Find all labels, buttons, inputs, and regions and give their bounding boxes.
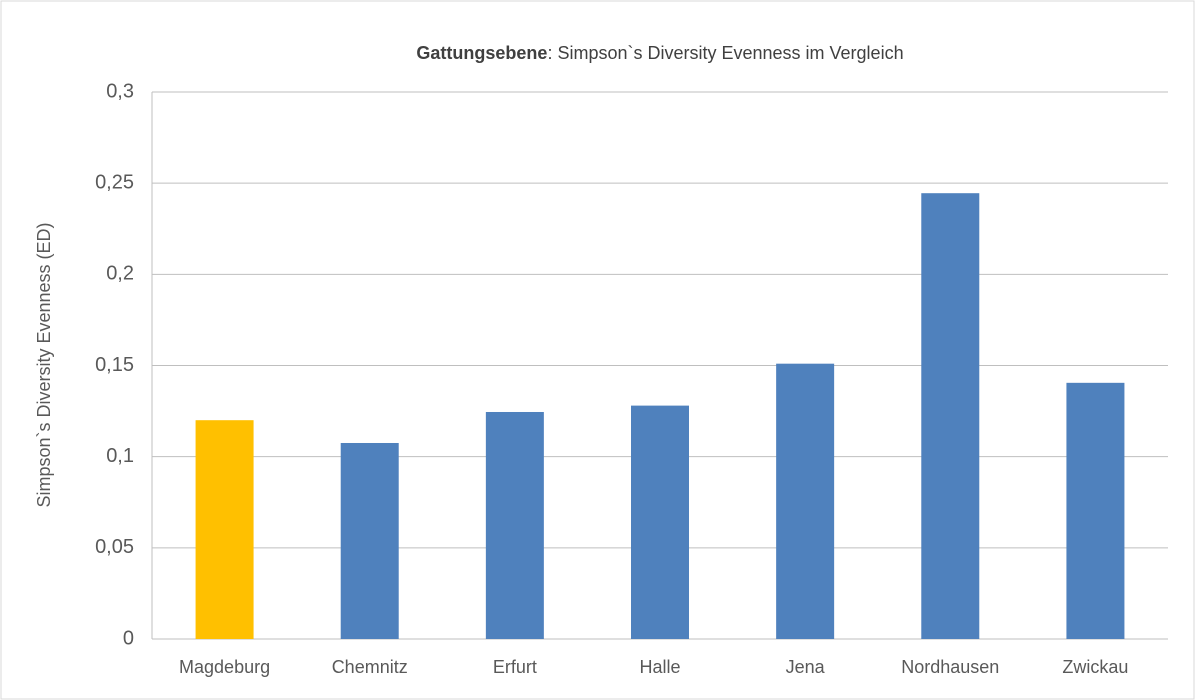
x-tick-label: Nordhausen [901,657,999,677]
y-tick-label: 0,25 [95,171,134,193]
y-tick-label: 0,1 [106,445,134,467]
bar [485,411,544,639]
title-text: : Simpson`s Diversity Evenness im Vergle… [547,43,903,63]
y-axis-label: Simpson`s Diversity Evenness (ED) [34,222,54,507]
x-tick-label: Erfurt [493,657,537,677]
x-tick-label: Zwickau [1062,657,1128,677]
bar [1066,382,1125,639]
y-tick-label: 0,05 [95,536,134,558]
y-tick-label: 0 [123,627,134,649]
bar [340,442,399,639]
bar [921,193,980,639]
y-tick-label: 0,2 [106,263,134,285]
x-tick-label: Magdeburg [179,657,270,677]
x-tick-label: Jena [786,657,826,677]
title-emphasis: Gattungsebene [416,43,547,63]
bar [195,420,254,639]
y-tick-label: 0,3 [106,80,134,102]
chart-title: Gattungsebene: Simpson`s Diversity Evenn… [416,43,903,63]
x-tick-label: Halle [639,657,680,677]
bar [776,363,835,639]
y-tick-label: 0,15 [95,354,134,376]
x-tick-label: Chemnitz [332,657,408,677]
bar [631,405,689,639]
